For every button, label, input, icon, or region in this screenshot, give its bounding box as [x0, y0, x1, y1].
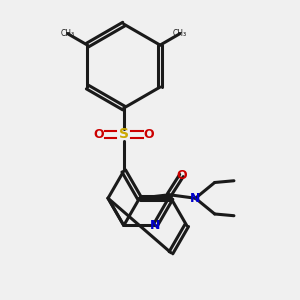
Text: CH₃: CH₃: [61, 29, 75, 38]
Text: CH₃: CH₃: [173, 29, 187, 38]
Text: O: O: [144, 128, 154, 141]
Text: O: O: [93, 128, 104, 141]
Text: S: S: [119, 127, 129, 141]
Text: N: N: [190, 192, 201, 205]
Text: O: O: [176, 169, 187, 182]
Text: N: N: [150, 219, 160, 232]
